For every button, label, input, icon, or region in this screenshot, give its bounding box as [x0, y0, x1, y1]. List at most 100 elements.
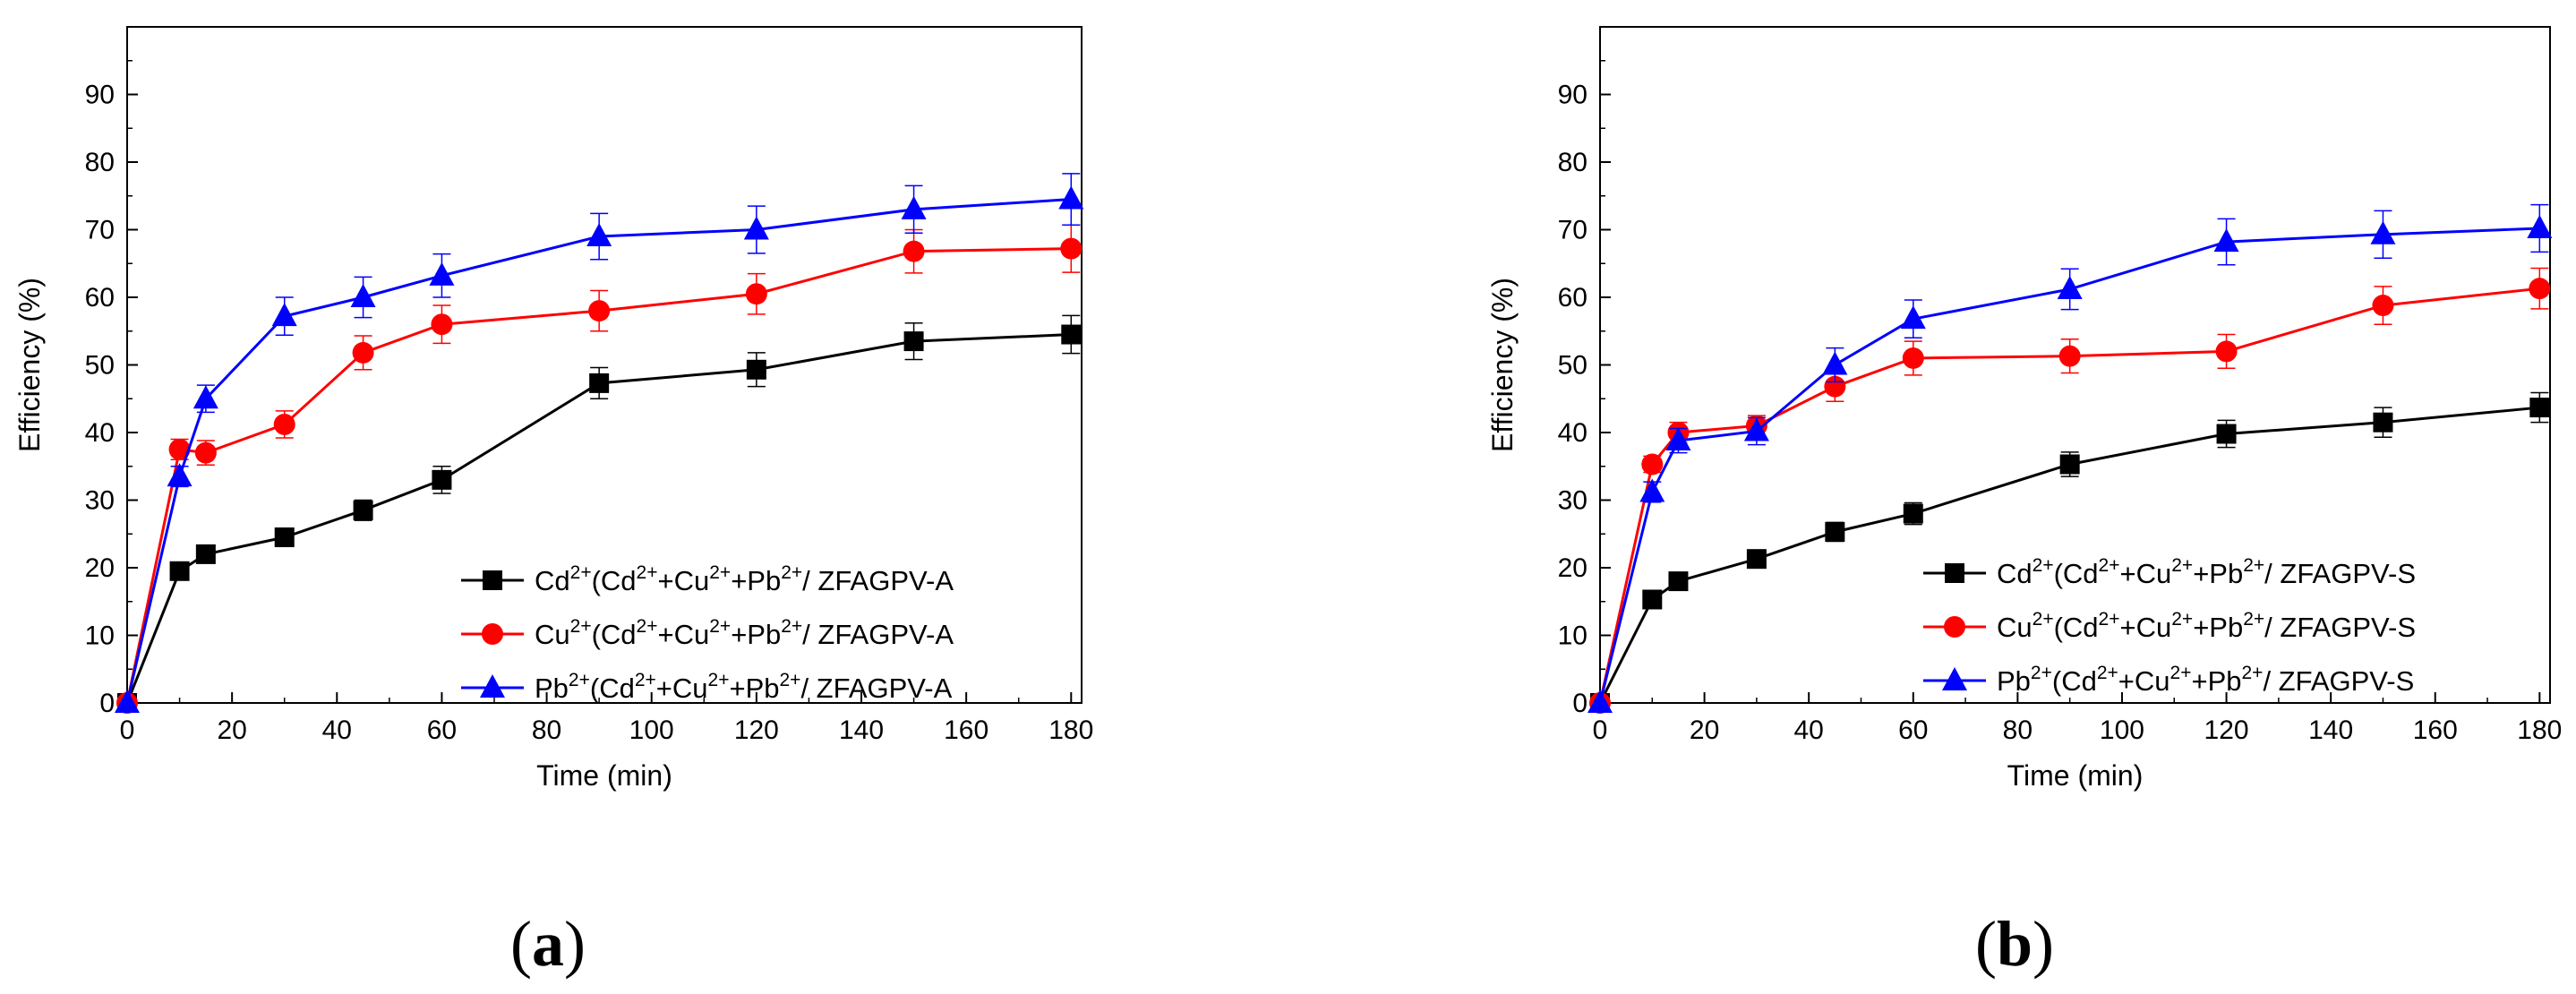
data-point — [274, 527, 295, 548]
y-tick-label: 0 — [1572, 689, 1588, 718]
panel-a-chart: 0 20 40 60 80 100 120 140 160 180 0 10 20 30 40 50 60 70 8… — [13, 26, 1093, 980]
legend-marker — [480, 674, 505, 698]
data-point — [167, 463, 193, 487]
y-tick-label: 10 — [85, 621, 115, 651]
y-tick-label: 40 — [85, 418, 115, 448]
series-line — [1598, 227, 2540, 704]
data-point — [271, 303, 297, 327]
series-cu — [116, 224, 1083, 714]
series-line — [1598, 406, 2540, 704]
y-tick-label: 60 — [1558, 283, 1588, 313]
data-point — [2527, 214, 2553, 238]
y-axis-title: Efficiency (%) — [1486, 278, 1519, 452]
data-point — [1903, 503, 1923, 524]
data-point — [2216, 424, 2237, 444]
x-tick-label: 60 — [427, 716, 457, 745]
data-point — [586, 223, 612, 247]
series-line — [125, 333, 1072, 704]
data-point — [903, 240, 925, 262]
data-point — [588, 300, 611, 322]
data-point — [2373, 412, 2393, 433]
x-tick-label: 160 — [2413, 716, 2458, 745]
x-tick-label: 80 — [532, 716, 561, 745]
series-pb — [1588, 203, 2553, 713]
x-tick-label: 20 — [1690, 716, 1719, 745]
data-point — [353, 500, 373, 520]
data-point — [2059, 454, 2080, 475]
data-point — [1061, 324, 1082, 345]
y-tick-label: 40 — [1558, 418, 1588, 448]
legend-entry: Cd2+(Cd2++Cu2++Pb2+/ ZFAGPV-S — [1923, 555, 2416, 589]
x-tick-label: 40 — [322, 716, 352, 745]
series-pb — [115, 173, 1084, 713]
data-point — [1665, 427, 1691, 451]
legend-entry: Pb2+(Cd2++Cu2++Pb2+/ ZFAGPV-S — [1923, 663, 2414, 697]
legend-entry: Pb2+(Cd2++Cu2++Pb2+/ ZFAGPV-A — [461, 670, 953, 704]
y-tick-label: 10 — [1558, 621, 1588, 651]
panel-b-chart: 0 20 40 60 80 100 120 140 160 180 0 10 20 30 40 50 60 70 8… — [1486, 26, 2562, 980]
data-point — [901, 195, 927, 219]
legend-marker — [1945, 563, 1964, 583]
x-tick-label: 140 — [839, 716, 884, 745]
data-point — [273, 413, 295, 435]
legend-label: Cu2+(Cd2++Cu2++Pb2+/ ZFAGPV-S — [1997, 609, 2416, 643]
data-point — [169, 561, 190, 581]
data-point — [745, 283, 767, 305]
y-tick-label: 70 — [85, 216, 115, 245]
x-tick-label: 140 — [2308, 716, 2353, 745]
data-point — [2529, 278, 2551, 300]
legend-label: Cd2+(Cd2++Cu2++Pb2+/ ZFAGPV-S — [1997, 555, 2416, 589]
series-line — [125, 247, 1072, 704]
data-point — [429, 261, 455, 286]
data-point — [193, 385, 218, 409]
legend-entry: Cu2+(Cd2++Cu2++Pb2+/ ZFAGPV-S — [1923, 609, 2416, 643]
data-point — [350, 284, 376, 307]
plot-frame — [126, 26, 1083, 704]
data-point — [1900, 305, 1926, 330]
data-point — [2215, 340, 2238, 363]
data-point — [1060, 237, 1083, 260]
legend-marker — [483, 570, 502, 590]
data-point — [2529, 398, 2550, 418]
data-point — [589, 373, 610, 393]
data-point — [1639, 478, 1665, 502]
x-tick-label: 180 — [2517, 716, 2562, 745]
data-point — [1822, 351, 1848, 375]
legend-label: Pb2+(Cd2++Cu2++Pb2+/ ZFAGPV-A — [535, 670, 953, 704]
data-point — [168, 438, 191, 460]
legend-label: Cd2+(Cd2++Cu2++Pb2+/ ZFAGPV-A — [535, 562, 954, 596]
data-point — [1746, 549, 1767, 570]
y-tick-label: 50 — [1558, 351, 1588, 381]
x-tick-label: 60 — [1898, 716, 1928, 745]
data-point — [1588, 690, 1613, 713]
data-point — [115, 690, 140, 713]
y-tick-label: 50 — [85, 351, 115, 381]
x-tick-label: 180 — [1048, 716, 1093, 745]
x-tick-label: 0 — [120, 716, 135, 745]
x-tick-label: 120 — [734, 716, 779, 745]
legend-marker — [1942, 667, 1967, 690]
y-tick-label: 80 — [85, 148, 115, 177]
y-axis-title: Efficiency (%) — [13, 278, 46, 452]
data-point — [194, 441, 217, 464]
data-point — [1825, 521, 1845, 542]
legend-label: Cu2+(Cd2++Cu2++Pb2+/ ZFAGPV-A — [535, 616, 954, 650]
data-point — [746, 359, 766, 380]
data-point — [1902, 347, 1924, 369]
y-tick-label: 90 — [85, 81, 115, 110]
x-tick-label: 80 — [2003, 716, 2033, 745]
x-tick-label: 40 — [1793, 716, 1823, 745]
series-line — [125, 198, 1072, 704]
y-tick-label: 60 — [85, 283, 115, 313]
data-point — [2372, 295, 2394, 317]
y-tick-label: 70 — [1558, 216, 1588, 245]
y-tick-label: 20 — [85, 553, 115, 583]
legend-marker — [482, 623, 503, 645]
series-line — [1598, 287, 2540, 704]
data-point — [195, 544, 216, 564]
x-tick-label: 160 — [944, 716, 988, 745]
panel-label: (b) — [1975, 908, 2054, 980]
data-point — [2057, 275, 2083, 299]
data-point — [1641, 453, 1664, 476]
data-point — [2058, 345, 2081, 367]
